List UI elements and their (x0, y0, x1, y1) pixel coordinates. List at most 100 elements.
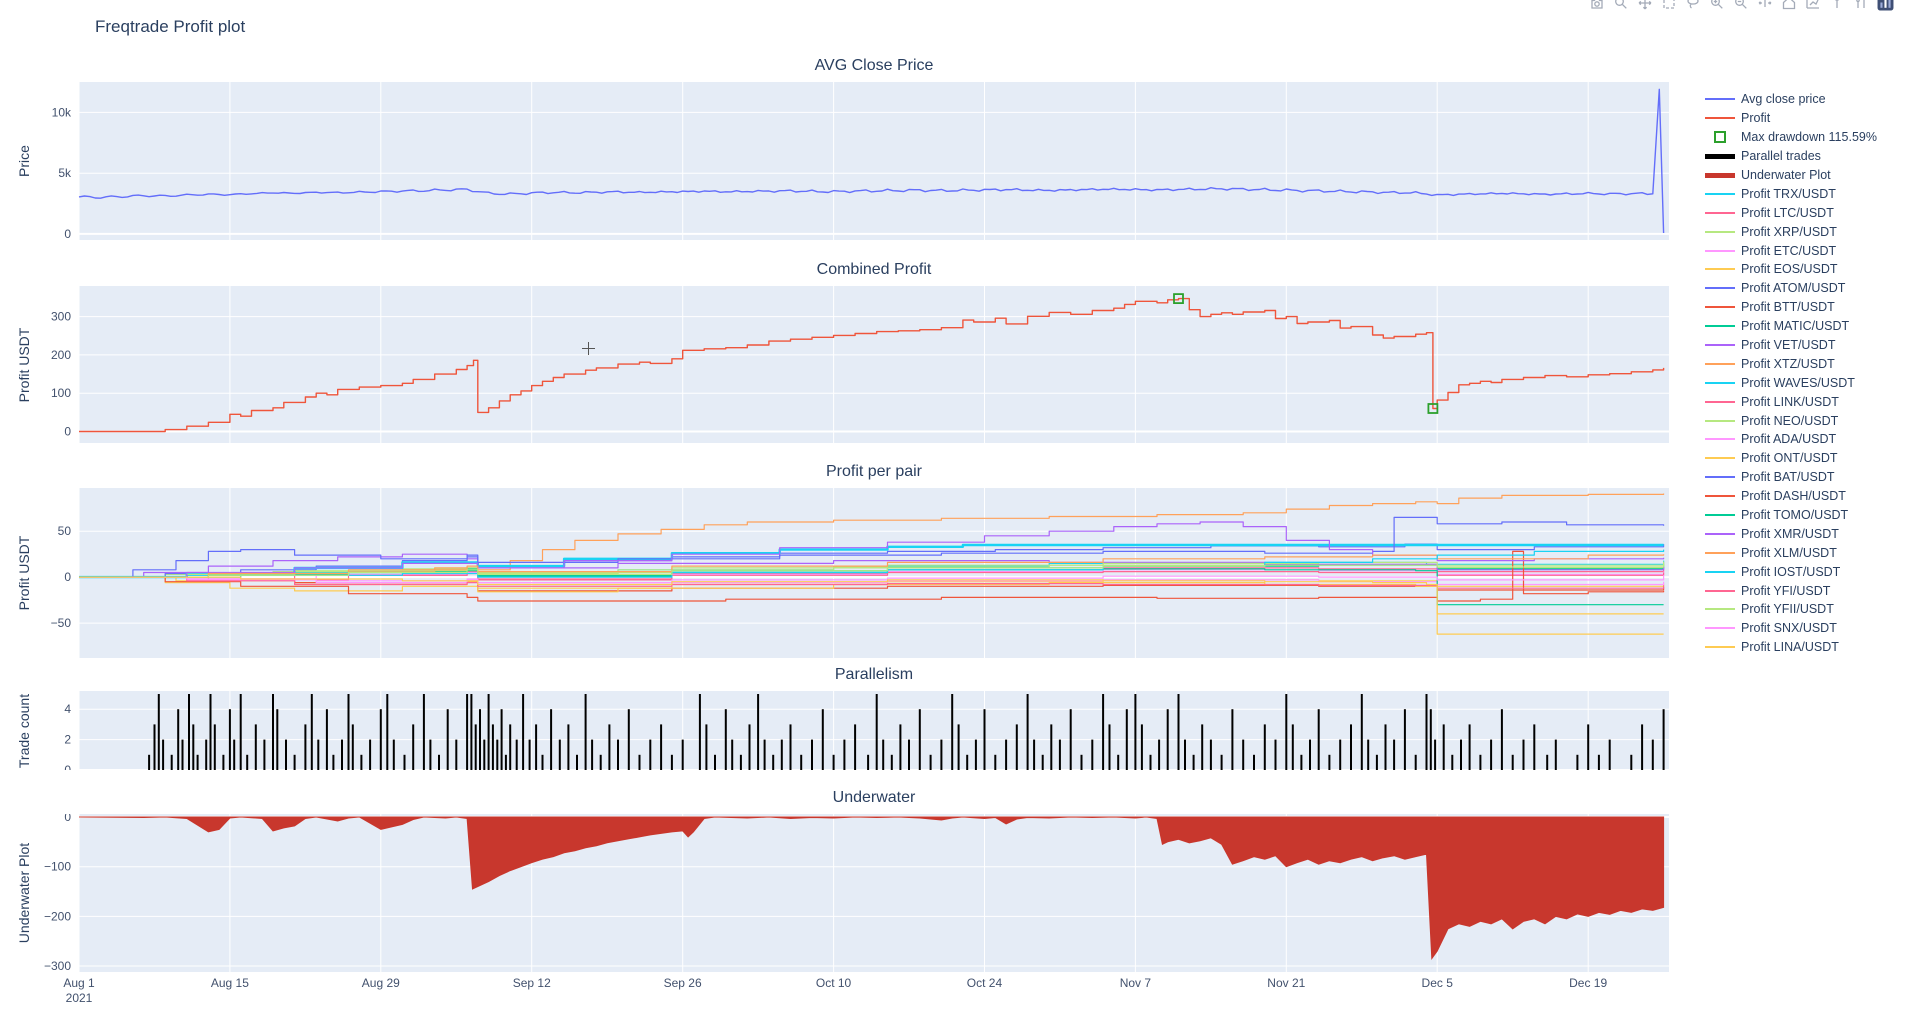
legend-swatch-icon (1705, 98, 1735, 101)
svg-text:−300: −300 (44, 959, 71, 972)
legend-item-profit-yfii-usdt[interactable]: Profit YFII/USDT (1705, 600, 1905, 619)
legend-label: Profit VET/USDT (1741, 338, 1836, 353)
mouse-crosshair-icon (581, 341, 596, 361)
legend-label: Profit LINA/USDT (1741, 640, 1839, 655)
legend-swatch-icon (1705, 646, 1735, 649)
svg-text:−100: −100 (44, 860, 71, 874)
legend-label: Profit BTT/USDT (1741, 300, 1835, 315)
legend-item-profit-bat-usdt[interactable]: Profit BAT/USDT (1705, 468, 1905, 487)
legend-swatch-icon (1705, 153, 1735, 159)
x-tick-label: Oct 24 (966, 976, 1003, 990)
legend-swatch-icon (1705, 192, 1735, 195)
svg-text:0: 0 (64, 227, 71, 240)
legend-item-profit-link-usdt[interactable]: Profit LINK/USDT (1705, 392, 1905, 411)
pan-icon[interactable] (1634, 0, 1656, 12)
zoom-out-icon[interactable] (1730, 0, 1752, 12)
legend-item-profit-ltc-usdt[interactable]: Profit LTC/USDT (1705, 203, 1905, 222)
legend-label: Avg close price (1741, 92, 1826, 107)
legend-swatch-icon (1705, 325, 1735, 328)
legend-swatch-icon (1705, 268, 1735, 271)
legend-swatch-icon (1705, 532, 1735, 535)
svg-text:0: 0 (64, 763, 71, 770)
legend-label: Profit XMR/USDT (1741, 526, 1839, 541)
legend-swatch-icon (1705, 438, 1735, 441)
legend-swatch-icon (1705, 249, 1735, 252)
x-tick-label: Dec 5 (1421, 976, 1453, 990)
x-tick-label: Nov 7 (1119, 976, 1152, 990)
subplot-parallelism[interactable]: 0 2 4 (0, 691, 1910, 770)
svg-text:100: 100 (51, 386, 71, 400)
legend-swatch-icon (1705, 551, 1735, 554)
toggle-spikelines-icon[interactable] (1802, 0, 1824, 12)
legend-label: Profit WAVES/USDT (1741, 375, 1855, 390)
svg-text:−50: −50 (51, 616, 72, 630)
legend-item-profit-snx-usdt[interactable]: Profit SNX/USDT (1705, 619, 1905, 638)
legend-item-profit-waves-usdt[interactable]: Profit WAVES/USDT (1705, 373, 1905, 392)
legend-item-profit-eos-usdt[interactable]: Profit EOS/USDT (1705, 260, 1905, 279)
legend-label: Underwater Plot (1741, 168, 1831, 182)
legend-item-profit[interactable]: Profit (1705, 109, 1905, 128)
x-tick-label: Nov 21 (1267, 976, 1306, 990)
legend-item-profit-lina-usdt[interactable]: Profit LINA/USDT (1705, 638, 1905, 657)
legend-item-profit-dash-usdt[interactable]: Profit DASH/USDT (1705, 487, 1905, 506)
legend-swatch-icon (1705, 117, 1735, 120)
subplot-profit-per-pair[interactable]: −50 0 50 (0, 488, 1910, 658)
legend-label: Parallel trades (1741, 149, 1821, 164)
legend-swatch-icon (1705, 476, 1735, 479)
x-tick-label: Sep 12 (512, 976, 551, 990)
download-plot-icon[interactable] (1586, 0, 1608, 12)
legend-item-profit-vet-usdt[interactable]: Profit VET/USDT (1705, 336, 1905, 355)
plotly-logo[interactable] (1874, 0, 1896, 12)
legend-label: Profit NEO/USDT (1741, 413, 1839, 428)
legend-swatch-icon (1705, 172, 1735, 178)
legend-item-profit-tomo-usdt[interactable]: Profit TOMO/USDT (1705, 506, 1905, 525)
legend-label: Profit YFI/USDT (1741, 583, 1831, 598)
x-tick-label: Oct 10 (815, 976, 852, 990)
legend-item-profit-atom-usdt[interactable]: Profit ATOM/USDT (1705, 279, 1905, 298)
autoscale-icon[interactable] (1754, 0, 1776, 12)
zoom-icon[interactable] (1610, 0, 1632, 12)
legend-swatch-icon (1705, 457, 1735, 460)
svg-text:10k: 10k (52, 105, 72, 119)
legend-label: Profit BAT/USDT (1741, 470, 1835, 485)
reset-axes-icon[interactable] (1778, 0, 1800, 12)
legend-label: Profit (1741, 111, 1771, 126)
legend-label: Profit XLM/USDT (1741, 545, 1837, 560)
legend-item-profit-ont-usdt[interactable]: Profit ONT/USDT (1705, 449, 1905, 468)
subplot-combined-profit[interactable]: 0 100 200 300 (0, 286, 1910, 443)
svg-text:5k: 5k (58, 166, 72, 180)
zoom-in-icon[interactable] (1706, 0, 1728, 12)
legend-item-profit-matic-usdt[interactable]: Profit MATIC/USDT (1705, 317, 1905, 336)
box-select-icon[interactable] (1658, 0, 1680, 12)
subplot-underwater[interactable]: 0 −100 −200 −300 (0, 814, 1910, 972)
legend-swatch-icon (1705, 589, 1735, 592)
legend-item-profit-yfi-usdt[interactable]: Profit YFI/USDT (1705, 581, 1905, 600)
hover-compare-icon[interactable] (1850, 0, 1872, 12)
legend-item-max-drawdown-115-59[interactable]: Max drawdown 115.59% (1705, 128, 1905, 147)
legend-swatch-icon (1705, 419, 1735, 422)
legend-item-parallel-trades[interactable]: Parallel trades (1705, 147, 1905, 166)
legend-item-profit-xlm-usdt[interactable]: Profit XLM/USDT (1705, 543, 1905, 562)
legend-item-profit-neo-usdt[interactable]: Profit NEO/USDT (1705, 411, 1905, 430)
lasso-select-icon[interactable] (1682, 0, 1704, 12)
legend-label: Max drawdown 115.59% (1741, 130, 1877, 145)
legend-item-underwater-plot[interactable]: Underwater Plot (1705, 166, 1905, 185)
legend-item-profit-trx-usdt[interactable]: Profit TRX/USDT (1705, 184, 1905, 203)
svg-text:200: 200 (51, 348, 71, 362)
hover-closest-icon[interactable] (1826, 0, 1848, 12)
legend-item-avg-close-price[interactable]: Avg close price (1705, 90, 1905, 109)
legend-item-profit-btt-usdt[interactable]: Profit BTT/USDT (1705, 298, 1905, 317)
legend-item-profit-ada-usdt[interactable]: Profit ADA/USDT (1705, 430, 1905, 449)
legend-item-profit-xrp-usdt[interactable]: Profit XRP/USDT (1705, 222, 1905, 241)
legend-item-profit-iost-usdt[interactable]: Profit IOST/USDT (1705, 562, 1905, 581)
x-axis-year-label: 2021 (65, 991, 93, 1005)
subplot-avg-close-price[interactable]: 0 5k 10k (0, 82, 1910, 240)
svg-text:4: 4 (64, 702, 71, 716)
x-tick-label: Dec 19 (1569, 976, 1608, 990)
x-tick-label: Aug 29 (361, 976, 400, 990)
legend-item-profit-etc-usdt[interactable]: Profit ETC/USDT (1705, 241, 1905, 260)
legend-item-profit-xtz-usdt[interactable]: Profit XTZ/USDT (1705, 354, 1905, 373)
legend-label: Profit XTZ/USDT (1741, 356, 1835, 371)
legend: Avg close price Profit Max drawdown 115.59… (1705, 90, 1905, 657)
legend-item-profit-xmr-usdt[interactable]: Profit XMR/USDT (1705, 524, 1905, 543)
